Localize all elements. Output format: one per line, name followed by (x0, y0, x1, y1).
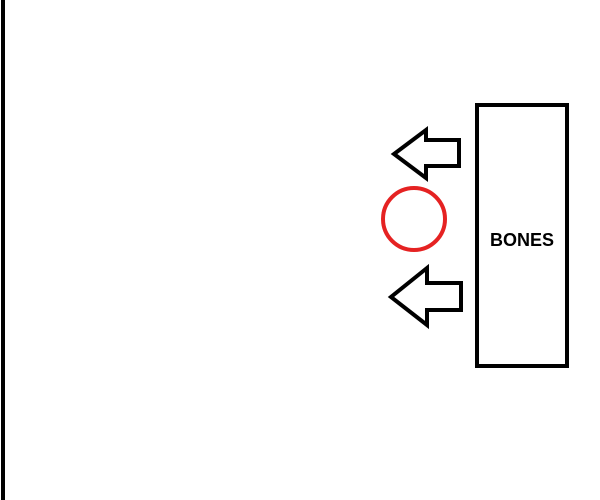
red-circle-marker (381, 186, 447, 252)
bones-box (475, 103, 569, 368)
bones-label: BONES (490, 230, 554, 250)
lower-arrow-icon (387, 263, 463, 330)
upper-arrow-icon (390, 126, 461, 182)
